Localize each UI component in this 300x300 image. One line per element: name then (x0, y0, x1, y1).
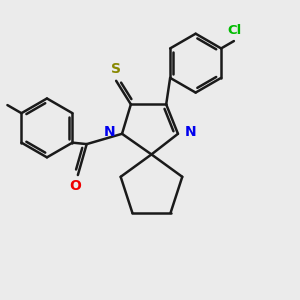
Text: N: N (104, 125, 116, 139)
Text: O: O (69, 179, 81, 194)
Text: Cl: Cl (227, 24, 242, 37)
Text: N: N (184, 125, 196, 139)
Text: S: S (111, 61, 121, 76)
